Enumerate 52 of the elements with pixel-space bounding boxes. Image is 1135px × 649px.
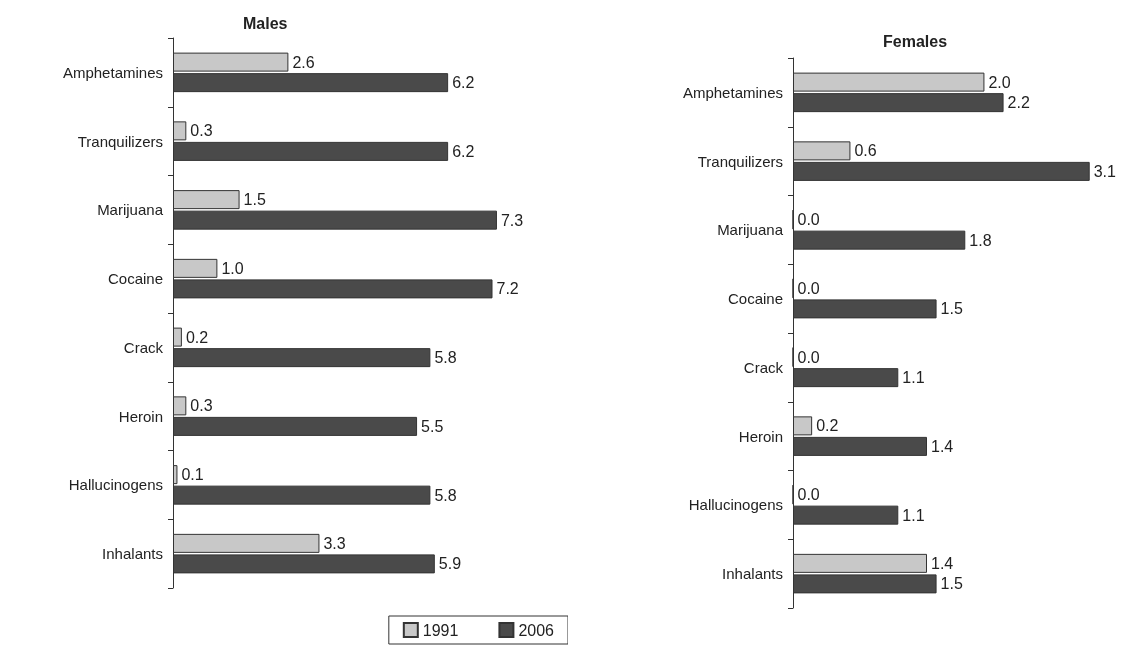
data-label: 1.5 [243,191,266,209]
y-tick-label: Marijuana [97,201,164,219]
data-label: 0.3 [190,122,213,140]
data-label: 0.0 [797,348,820,366]
y-tick-label: Hallucinogens [68,476,163,494]
data-label: 0.0 [797,211,820,229]
data-label: 7.3 [500,211,524,229]
chart-title: Males [243,14,288,32]
legend-label: 1991 [422,621,459,639]
data-label: 0.3 [190,397,213,415]
y-tick-label: Crack [743,358,784,376]
y-tick-label: Inhalants [722,565,783,583]
data-label: 0.6 [854,142,877,160]
data-label: 0.0 [797,279,820,297]
y-tick-label: Heroin [738,427,783,445]
legend-label: 2006 [518,621,555,639]
data-label: 1.1 [902,369,925,387]
data-label: 3.1 [1093,162,1117,180]
y-tick-label: Crack [123,338,164,356]
data-label: 1.5 [940,300,963,318]
data-label: 1.1 [902,506,925,524]
y-tick-label: Amphetamines [682,83,783,101]
chart-title: Females [883,32,948,50]
data-label: 5.8 [434,349,457,367]
data-label: 2.2 [1007,94,1030,112]
y-tick-label: Tranquilizers [697,152,783,170]
y-tick-label: Tranquilizers [77,132,163,150]
y-tick-label: Cocaine [727,290,783,308]
data-label: 5.9 [438,555,462,573]
data-label: 0.2 [816,417,839,435]
data-label: 0.1 [181,466,204,484]
data-label: 1.5 [940,575,963,593]
y-tick-label: Inhalants [102,545,163,563]
y-tick-label: Heroin [118,407,163,425]
data-label: 1.4 [931,554,954,572]
y-tick-label: Marijuana [717,221,784,239]
data-label: 2.0 [988,73,1011,91]
data-label: 2.6 [292,53,315,71]
y-tick-label: Hallucinogens [688,496,783,514]
data-label: 1.4 [931,437,954,455]
data-label: 1.8 [969,231,992,249]
y-tick-label: Cocaine [107,270,163,288]
data-label: 0.2 [185,328,209,346]
data-label: 3.3 [323,534,346,552]
y-tick-label: Amphetamines [62,63,163,81]
data-label: 6.2 [452,142,475,160]
data-label: 5.8 [434,486,457,504]
data-label: 0.0 [797,486,820,504]
data-label: 5.5 [421,417,444,435]
data-label: 1.0 [221,259,244,277]
data-label: 7.2 [496,280,519,298]
data-label: 6.2 [452,74,475,92]
